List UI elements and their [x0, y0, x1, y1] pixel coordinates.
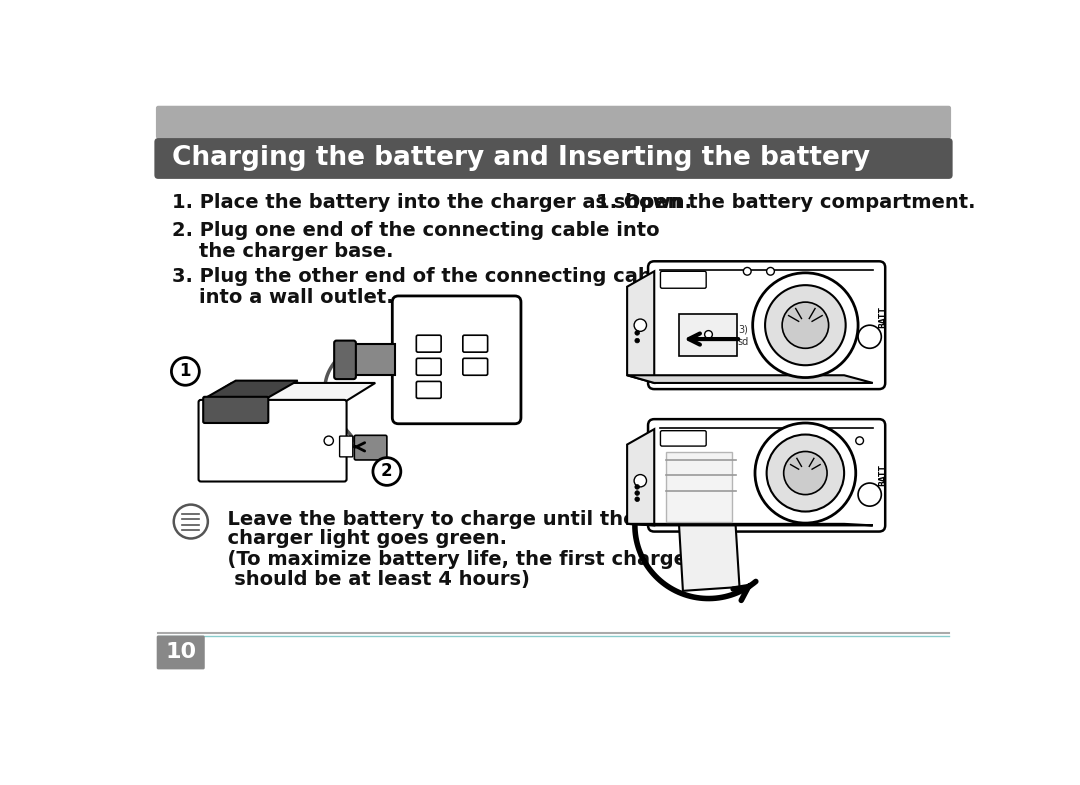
Text: the charger base.: the charger base. [172, 242, 394, 261]
Text: charger light goes green.: charger light goes green. [214, 529, 507, 548]
Text: sd: sd [738, 337, 750, 347]
Circle shape [373, 458, 401, 485]
Circle shape [324, 436, 334, 445]
Polygon shape [627, 272, 654, 383]
Text: Leave the battery to charge until the: Leave the battery to charge until the [214, 510, 636, 529]
Circle shape [755, 423, 855, 523]
Text: BATT: BATT [878, 307, 888, 328]
Text: 1. Open the battery compartment.: 1. Open the battery compartment. [596, 193, 975, 212]
Circle shape [635, 484, 639, 489]
Polygon shape [627, 524, 873, 525]
FancyBboxPatch shape [334, 341, 356, 379]
Circle shape [174, 505, 207, 539]
Polygon shape [205, 381, 298, 398]
FancyBboxPatch shape [156, 106, 951, 139]
Circle shape [855, 436, 864, 444]
Text: 3. Plug the other end of the connecting cable: 3. Plug the other end of the connecting … [172, 268, 672, 287]
Circle shape [782, 302, 828, 349]
Circle shape [172, 357, 200, 385]
FancyBboxPatch shape [679, 314, 738, 356]
Text: (To maximize battery life, the first charge: (To maximize battery life, the first cha… [214, 550, 687, 569]
Text: 2: 2 [381, 462, 393, 480]
Circle shape [635, 497, 639, 502]
FancyBboxPatch shape [416, 335, 441, 352]
FancyBboxPatch shape [416, 358, 441, 375]
FancyBboxPatch shape [392, 296, 521, 424]
FancyBboxPatch shape [661, 431, 706, 446]
Circle shape [634, 475, 647, 487]
Text: BATT: BATT [878, 465, 888, 486]
Text: into a wall outlet.: into a wall outlet. [172, 288, 394, 307]
Circle shape [859, 483, 881, 506]
Circle shape [704, 330, 713, 338]
Polygon shape [201, 383, 375, 402]
Circle shape [635, 491, 639, 495]
Circle shape [859, 325, 881, 349]
Circle shape [784, 451, 827, 495]
Circle shape [767, 435, 845, 512]
Circle shape [634, 319, 647, 331]
Text: 1: 1 [179, 363, 191, 381]
FancyBboxPatch shape [203, 396, 268, 423]
Polygon shape [679, 525, 740, 591]
Polygon shape [352, 345, 394, 375]
Polygon shape [627, 429, 654, 525]
FancyBboxPatch shape [416, 382, 441, 398]
Circle shape [753, 273, 859, 378]
Circle shape [767, 268, 774, 276]
FancyBboxPatch shape [661, 272, 706, 288]
FancyBboxPatch shape [199, 400, 347, 481]
Polygon shape [627, 375, 873, 383]
FancyBboxPatch shape [666, 452, 732, 521]
FancyBboxPatch shape [463, 358, 488, 375]
FancyBboxPatch shape [648, 261, 886, 389]
Circle shape [743, 268, 751, 276]
Text: 10: 10 [165, 642, 197, 663]
Circle shape [635, 338, 639, 343]
Text: should be at least 4 hours): should be at least 4 hours) [214, 570, 530, 589]
FancyBboxPatch shape [354, 436, 387, 460]
FancyBboxPatch shape [157, 636, 205, 670]
FancyBboxPatch shape [463, 335, 488, 352]
Text: 3): 3) [739, 324, 748, 334]
Circle shape [635, 330, 639, 335]
Text: Charging the battery and Inserting the battery: Charging the battery and Inserting the b… [172, 145, 870, 171]
FancyBboxPatch shape [339, 436, 353, 457]
FancyBboxPatch shape [154, 138, 953, 179]
Text: 2. Plug one end of the connecting cable into: 2. Plug one end of the connecting cable … [172, 221, 660, 240]
Text: 1. Place the battery into the charger as shown.: 1. Place the battery into the charger as… [172, 193, 692, 212]
FancyBboxPatch shape [648, 419, 886, 531]
Circle shape [765, 285, 846, 365]
